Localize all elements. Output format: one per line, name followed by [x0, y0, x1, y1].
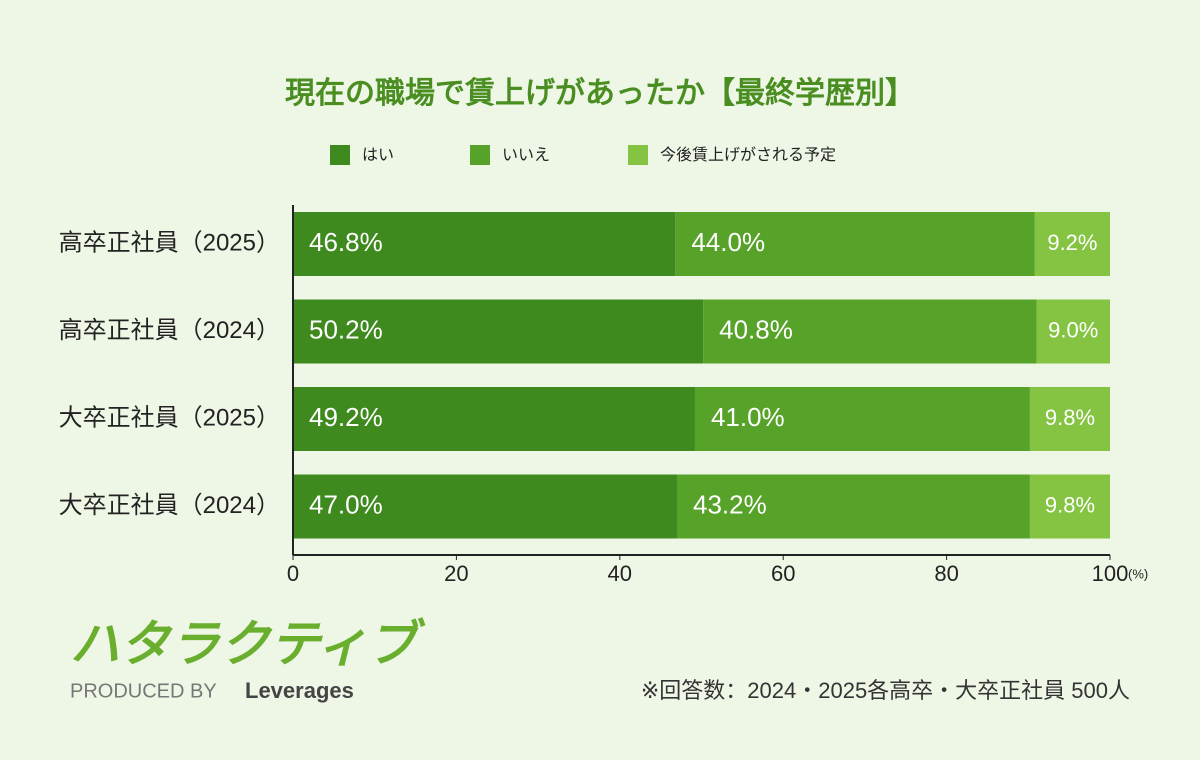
x-tick-label: 60: [771, 561, 795, 586]
value-label: 9.8%: [1045, 492, 1095, 517]
logo-brand: Leverages: [245, 678, 354, 703]
value-label: 41.0%: [711, 402, 785, 432]
bar-segment: [676, 474, 1030, 539]
bar-segment: [1029, 474, 1110, 539]
bar-segment: [1034, 212, 1110, 276]
x-tick-label: 20: [444, 561, 468, 586]
bar-segment: [675, 212, 1035, 276]
value-label: 9.0%: [1048, 317, 1098, 342]
value-label: 50.2%: [309, 314, 383, 344]
bar-segment: [293, 387, 695, 451]
x-tick-label: 0: [287, 561, 299, 586]
bar-segment: [1029, 387, 1110, 451]
chart-title: 現在の職場で賃上げがあったか【最終学歴別】: [285, 76, 915, 110]
note: ※回答数：2024・2025各高卒・大卒正社員 500人: [641, 678, 1130, 703]
x-tick-label: 80: [934, 561, 958, 586]
legend-label: はい: [362, 147, 394, 164]
bar-segment: [694, 387, 1030, 451]
bar-segment: [703, 299, 1037, 364]
bar-segment: [1036, 299, 1110, 364]
value-label: 9.8%: [1045, 405, 1095, 430]
bar-segment: [293, 212, 676, 276]
y-tick-label: 大卒正社員（2025）: [59, 404, 280, 431]
value-label: 9.2%: [1047, 230, 1097, 255]
legend-swatch: [470, 145, 490, 165]
value-label: 46.8%: [309, 227, 383, 257]
legend-swatch: [628, 145, 648, 165]
legend-swatch: [330, 145, 350, 165]
y-tick-label: 高卒正社員（2025）: [59, 229, 280, 256]
legend-label: 今後賃上げがされる予定: [660, 146, 836, 164]
y-tick-label: 高卒正社員（2024）: [59, 317, 280, 344]
value-label: 40.8%: [719, 314, 793, 344]
logo-text: ハタラクティブ: [70, 616, 426, 672]
value-label: 44.0%: [691, 227, 765, 257]
bar-segment: [293, 299, 704, 364]
x-tick-label: 100: [1092, 561, 1129, 586]
value-label: 49.2%: [309, 402, 383, 432]
logo-caption: PRODUCED BY: [70, 680, 217, 702]
value-label: 47.0%: [309, 489, 383, 519]
legend-label: いいえ: [502, 147, 550, 164]
y-tick-label: 大卒正社員（2024）: [59, 492, 280, 519]
x-axis-label: (%): [1128, 566, 1148, 581]
x-tick-label: 40: [608, 561, 632, 586]
bar-segment: [293, 474, 677, 539]
value-label: 43.2%: [693, 489, 767, 519]
